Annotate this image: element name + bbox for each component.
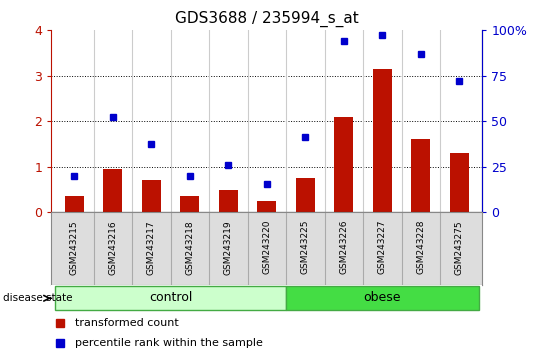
Text: GSM243217: GSM243217: [147, 220, 156, 275]
Bar: [55, 286, 286, 310]
Text: GSM243216: GSM243216: [108, 220, 118, 275]
Text: disease state: disease state: [3, 293, 72, 303]
Title: GDS3688 / 235994_s_at: GDS3688 / 235994_s_at: [175, 11, 358, 27]
Text: control: control: [149, 291, 192, 304]
Text: transformed count: transformed count: [75, 318, 178, 329]
Bar: [257, 201, 277, 212]
Bar: [411, 139, 431, 212]
Text: GSM243275: GSM243275: [455, 220, 464, 275]
Text: GSM243220: GSM243220: [262, 220, 271, 274]
Text: obese: obese: [363, 291, 401, 304]
Bar: [142, 181, 161, 212]
Text: GSM243228: GSM243228: [416, 220, 425, 274]
Bar: [372, 69, 392, 212]
Text: GSM243215: GSM243215: [70, 220, 79, 275]
Bar: [286, 286, 479, 310]
Bar: [180, 196, 199, 212]
Bar: [103, 169, 122, 212]
Text: GSM243218: GSM243218: [185, 220, 194, 275]
Bar: [296, 178, 315, 212]
Bar: [334, 117, 354, 212]
Text: percentile rank within the sample: percentile rank within the sample: [75, 338, 263, 348]
Bar: [219, 190, 238, 212]
Text: GSM243227: GSM243227: [378, 220, 387, 274]
Bar: [65, 196, 84, 212]
Text: GSM243219: GSM243219: [224, 220, 233, 275]
Bar: [450, 153, 469, 212]
Text: GSM243225: GSM243225: [301, 220, 310, 274]
Text: GSM243226: GSM243226: [340, 220, 348, 274]
